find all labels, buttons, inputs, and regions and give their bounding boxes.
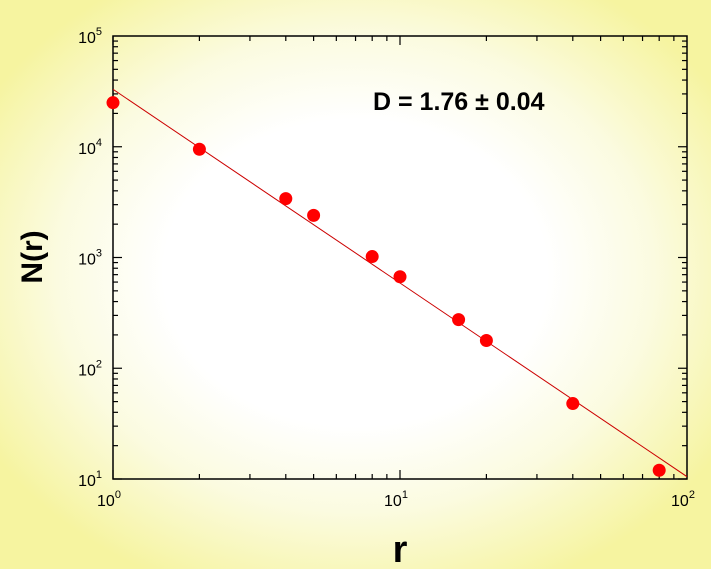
tick-base: 10	[384, 493, 402, 510]
y-tick-label: 103	[78, 248, 102, 269]
x-tick-label: 102	[671, 489, 695, 510]
tick-exponent: 1	[402, 489, 408, 501]
tick-exponent: 1	[96, 469, 102, 481]
tick-base: 10	[78, 362, 96, 379]
tick-exponent: 2	[689, 489, 695, 501]
tick-exponent: 5	[96, 26, 102, 38]
tick-exponent: 2	[96, 358, 102, 370]
y-tick-label: 104	[78, 137, 102, 158]
data-point	[307, 208, 321, 222]
tick-base: 10	[78, 252, 96, 269]
data-point	[365, 250, 379, 264]
data-point	[106, 96, 120, 110]
axis-ticks	[112, 36, 687, 480]
data-point	[393, 270, 407, 284]
data-points	[106, 96, 666, 477]
y-axis-label: N(r)	[16, 230, 49, 283]
data-point	[479, 334, 493, 348]
tick-base: 10	[78, 141, 96, 158]
tick-exponent: 4	[96, 137, 102, 149]
tick-base: 10	[97, 493, 115, 510]
data-point	[566, 397, 580, 411]
x-axis-label: r	[393, 529, 408, 569]
data-point	[652, 463, 666, 477]
y-tick-label: 101	[78, 469, 102, 490]
data-point	[192, 142, 206, 156]
tick-base: 10	[78, 30, 96, 47]
y-tick-label: 102	[78, 358, 102, 379]
annotation-text: D = 1.76 ± 0.04	[373, 88, 545, 116]
tick-exponent: 3	[96, 248, 102, 260]
tick-base: 10	[78, 473, 96, 490]
tick-exponent: 0	[115, 489, 121, 501]
tick-base: 10	[671, 493, 689, 510]
data-point	[279, 192, 293, 206]
x-tick-label: 100	[97, 489, 121, 510]
x-tick-label: 101	[384, 489, 408, 510]
y-tick-label: 105	[78, 26, 102, 47]
data-point	[452, 313, 466, 327]
